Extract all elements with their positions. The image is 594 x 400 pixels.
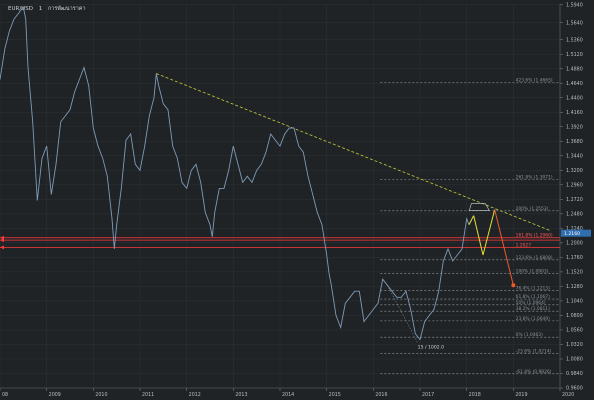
projection-path[interactable] bbox=[468, 203, 516, 288]
y-axis: 1.5940 1.5640 1.5360 1.5120 1.4880 1.4640 1.44… bbox=[559, 2, 591, 392]
y-tick-label: 1.4160 bbox=[566, 110, 583, 116]
y-tick-label: 1.1280 bbox=[566, 284, 583, 290]
y-tick-label: 1.4640 bbox=[566, 81, 583, 87]
x-tick-label: 08 bbox=[2, 392, 8, 398]
projection-segment[interactable] bbox=[473, 215, 484, 256]
y-tick-label: 1.2960 bbox=[566, 183, 583, 189]
x-tick-label: 2017 bbox=[422, 392, 434, 398]
projection-segment[interactable] bbox=[468, 215, 475, 225]
y-tick-label: 1.3920 bbox=[566, 124, 583, 130]
y-tick-label: 1.3680 bbox=[566, 139, 583, 145]
resistance-trendline[interactable] bbox=[156, 73, 551, 232]
trendline[interactable] bbox=[156, 73, 551, 232]
fib-level-label: 50% (1.0964) bbox=[516, 300, 546, 306]
y-tick-label: 1.5360 bbox=[566, 37, 583, 43]
horizontal-levels: 161.8% (1.2060) 1.2027 bbox=[0, 233, 560, 250]
fib-level-label: -23.6% (1.0214) bbox=[516, 349, 552, 355]
price-line bbox=[0, 5, 470, 341]
projection-target-marker[interactable] bbox=[511, 283, 516, 288]
horizontal-level-label: 161.8% (1.2060) bbox=[516, 233, 553, 239]
y-tick-label: 0.9600 bbox=[566, 386, 583, 392]
current-price-box bbox=[561, 229, 591, 237]
y-tick-label: 1.2240 bbox=[566, 226, 583, 232]
projection-segment[interactable] bbox=[494, 209, 514, 286]
y-tick-label: 1.5120 bbox=[566, 52, 583, 58]
y-tick-label: 1.4880 bbox=[566, 66, 583, 72]
y-tick-label: 1.0560 bbox=[566, 328, 583, 334]
x-tick-label: 2019 bbox=[515, 392, 527, 398]
y-tick-label: 1.1760 bbox=[566, 255, 583, 261]
y-tick-label: 0.9840 bbox=[566, 371, 583, 377]
fib-level-label: 0% (1.0463) bbox=[516, 332, 543, 338]
fib-level-label: 261.8% (1.3071) bbox=[516, 174, 553, 180]
fib-level-label: 38.2% (1.0811) bbox=[516, 306, 550, 312]
y-tick-label: 1.3440 bbox=[566, 153, 583, 159]
chart-title: EUR/USD 1 การพัฒนาราคา bbox=[8, 5, 86, 12]
x-tick-label: 2010 bbox=[95, 392, 107, 398]
y-tick-label: 1.5640 bbox=[566, 20, 583, 26]
price-series bbox=[0, 5, 470, 341]
current-price-label: 1.2160 bbox=[564, 231, 580, 237]
x-tick-label: 2011 bbox=[142, 392, 154, 398]
y-tick-label: 1.0800 bbox=[566, 313, 583, 319]
fib-level-label: 61.8% (1.1067) bbox=[516, 294, 550, 300]
chart-subtitle: การพัฒนาราคา bbox=[48, 5, 86, 12]
fibonacci-levels: 423.6% (1.4665) 261.8% (1.3071) 200% (1.25… bbox=[380, 78, 560, 375]
x-tick-label: 2018 bbox=[469, 392, 481, 398]
y-tick-label: 1.2480 bbox=[566, 212, 583, 218]
horizontal-level-label: 1.2027 bbox=[516, 242, 532, 248]
x-tick-label: 2020 bbox=[562, 392, 574, 398]
projection-segment[interactable] bbox=[482, 209, 496, 256]
fib-level-label: 23.6% (1.0649) bbox=[516, 316, 550, 322]
fib-level-label: 423.6% (1.4665) bbox=[516, 78, 553, 84]
y-tick-label: 1.2720 bbox=[566, 197, 583, 203]
level-arrow-icon bbox=[0, 238, 4, 243]
y-tick-label: 1.0320 bbox=[566, 342, 583, 348]
x-tick-label: 2012 bbox=[189, 392, 201, 398]
symbol-label: EUR/USD bbox=[8, 6, 33, 12]
x-tick-label: 2016 bbox=[375, 392, 387, 398]
y-tick-label: 1.4400 bbox=[566, 95, 583, 101]
y-tick-label: 1.1040 bbox=[566, 299, 583, 305]
pattern-box[interactable] bbox=[468, 203, 490, 211]
fib-level-label: 123.6% (1.6808) bbox=[516, 255, 553, 261]
low-connector-line bbox=[387, 285, 418, 343]
x-tick-label: 2015 bbox=[329, 392, 341, 398]
chart-markers: 15 / 1002.0 bbox=[387, 285, 444, 351]
y-tick-label: 1.2000 bbox=[566, 241, 583, 247]
fib-level-label: -61.8% (0.9826) bbox=[516, 369, 552, 375]
low-marker-label: 15 / 1002.0 bbox=[418, 345, 444, 351]
y-tick-label: 1.0080 bbox=[566, 357, 583, 363]
level-arrow-icon bbox=[0, 245, 4, 250]
timeframe-label: 1 bbox=[39, 6, 43, 12]
fib-level-label: 200% (1.2553) bbox=[516, 206, 549, 212]
y-tick-label: 1.3200 bbox=[566, 168, 583, 174]
y-tick-label: 1.1520 bbox=[566, 270, 583, 276]
x-axis: 08 2009 2010 2011 2012 2013 2014 2015 2016 2017 20… bbox=[0, 387, 574, 398]
fib-level-label: 76.4% (1.1213) bbox=[516, 285, 550, 291]
x-tick-label: 2013 bbox=[235, 392, 247, 398]
fib-level-label: 100% (1.0903) bbox=[516, 269, 549, 275]
y-tick-label: 1.5940 bbox=[566, 2, 583, 8]
x-tick-label: 2014 bbox=[282, 392, 294, 398]
x-tick-label: 2009 bbox=[49, 392, 61, 398]
